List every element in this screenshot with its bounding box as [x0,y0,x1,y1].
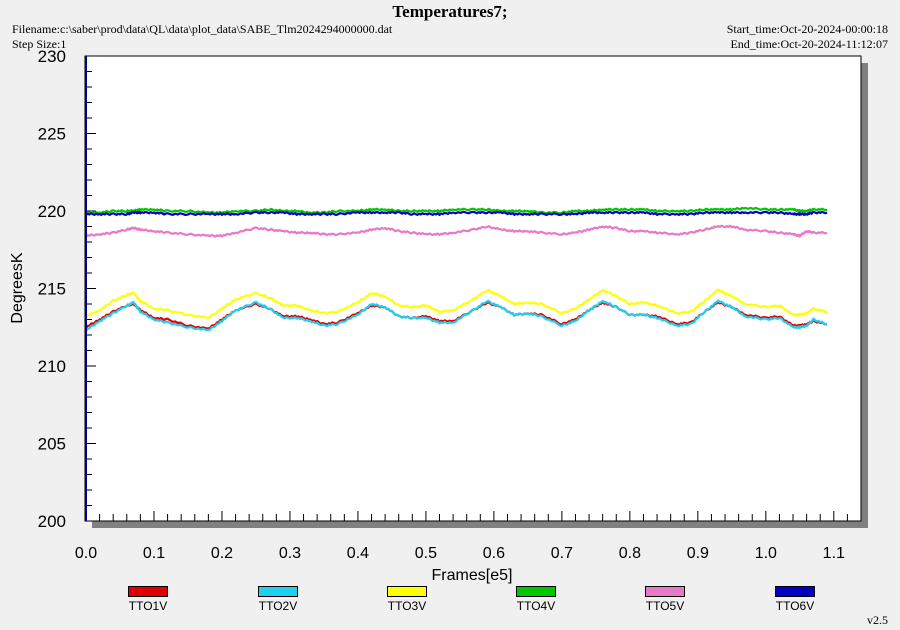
y-tick-label: 210 [38,357,66,376]
legend-label: TTO4V [516,599,556,613]
legend-swatch [516,586,556,597]
x-tick-label: 0.2 [211,545,233,562]
y-tick-label: 205 [38,435,66,454]
x-tick-label: 0.8 [619,545,641,562]
filename-label: Filename:c:\saber\prod\data\QL\data\plot… [12,22,393,36]
y-tick-label: 215 [38,280,66,299]
x-tick-label: 0.7 [551,545,573,562]
x-tick-label: 0.4 [347,545,369,562]
legend-item-tto3v: TTO3V [377,586,437,613]
legend-label: TTO3V [387,599,427,613]
legend-swatch [128,586,168,597]
series-line-tto4v [85,206,828,215]
legend-swatch [645,586,685,597]
y-axis-title: DegreesK [9,252,26,323]
legend-item-tto5v: TTO5V [635,586,695,613]
x-axis-title: Frames[e5] [432,567,513,584]
x-tick-label: 0.1 [143,545,165,562]
legend-item-tto6v: TTO6V [765,586,825,613]
plot-area [84,55,862,522]
x-tick-label: 1.0 [755,545,777,562]
series-line-tto6v [85,210,828,216]
legend-label: TTO6V [775,599,815,613]
chart-title: Temperatures7; [392,2,508,21]
x-tick-label: 0.0 [75,545,97,562]
step-size-label: Step Size:1 [12,37,67,51]
legend-swatch [258,586,298,597]
legend-label: TTO5V [645,599,685,613]
series-line-tto5v [85,224,828,238]
series-lines [85,206,828,332]
x-tick-label: 0.9 [687,545,709,562]
start-time-label: Start_time:Oct-20-2024-00:00:18 [726,22,888,36]
series-line-tto3v [85,288,828,319]
x-tick-label: 0.6 [483,545,505,562]
series-line-tto2v [85,299,828,332]
x-tick-label: 1.1 [823,545,845,562]
y-tick-label: 200 [38,512,66,531]
legend-item-tto4v: TTO4V [506,586,566,613]
x-tick-label: 0.5 [415,545,437,562]
x-tick-label: 0.3 [279,545,301,562]
y-tick-label: 220 [38,202,66,221]
legend-label: TTO1V [128,599,168,613]
y-tick-label: 225 [38,125,66,144]
legend-label: TTO2V [258,599,298,613]
legend-item-tto1v: TTO1V [118,586,178,613]
legend-swatch [775,586,815,597]
y-tick-label: 230 [38,47,66,66]
legend-item-tto2v: TTO2V [248,586,308,613]
legend-swatch [387,586,427,597]
x-axis-ticks: 0.0 0.1 0.2 0.3 0.4 0.5 0.6 0.7 0.8 0.9 1.0 1.1 [75,511,862,562]
end-time-label: End_time:Oct-20-2024-11:12:07 [730,37,888,51]
version-label: v2.5 [867,613,888,627]
